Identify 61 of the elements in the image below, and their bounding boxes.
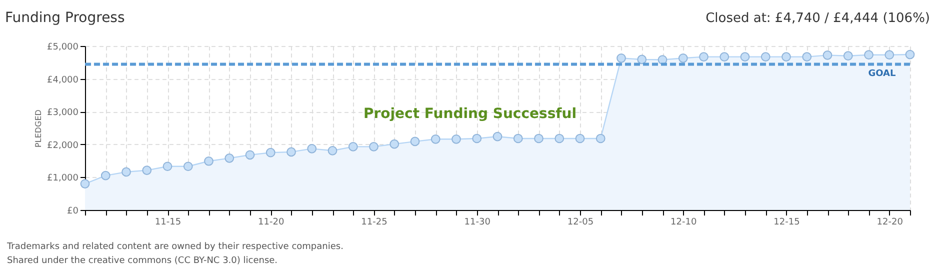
point — [637, 54, 647, 64]
x-tick-label: 12-10 — [670, 218, 697, 228]
point — [266, 148, 276, 158]
y-tick-label: £2,000 — [47, 140, 79, 151]
point — [410, 136, 420, 146]
point — [245, 150, 255, 160]
point — [224, 154, 234, 163]
point — [492, 132, 502, 142]
point — [286, 147, 296, 157]
point — [802, 52, 812, 62]
point — [843, 51, 853, 61]
y-tick-label: £0 — [67, 206, 79, 216]
point — [554, 134, 564, 144]
point — [348, 142, 358, 152]
point — [100, 170, 110, 180]
point — [513, 134, 523, 144]
point — [122, 167, 131, 177]
annotation: Project Funding Successful — [363, 106, 577, 122]
point — [162, 162, 172, 172]
point — [80, 179, 90, 188]
point — [740, 52, 750, 62]
point — [905, 50, 915, 60]
point — [369, 142, 378, 152]
point — [142, 166, 152, 175]
point — [596, 134, 606, 144]
x-tick-label: 11-15 — [154, 218, 182, 228]
x-tick-label: 11-30 — [464, 218, 491, 228]
point — [534, 134, 544, 144]
point — [864, 50, 874, 60]
point — [616, 53, 626, 63]
chart-title: Funding Progress — [5, 10, 125, 26]
x-tick-label: 11-20 — [258, 218, 284, 228]
point — [452, 134, 461, 144]
x-tick-label: 12-20 — [876, 218, 904, 228]
text: Shared under the creative commons (CC BY-NC 3.0) license. — [7, 256, 278, 266]
y-axis-title: PLEDGED — [34, 110, 44, 148]
point — [472, 134, 482, 144]
point — [822, 50, 832, 60]
point — [430, 134, 440, 144]
point — [699, 52, 708, 62]
point — [720, 52, 730, 62]
x-tick-label: 12-05 — [567, 218, 594, 228]
point — [760, 52, 770, 62]
point — [884, 50, 894, 60]
x-tick-label: 11-25 — [361, 218, 388, 228]
y-tick-label: £3,000 — [47, 108, 79, 118]
point — [390, 139, 400, 149]
y-tick-label: £4,000 — [47, 75, 79, 86]
point — [307, 144, 317, 154]
point — [328, 146, 338, 156]
text: Closed at: £4,740 / £4,444 (106%) — [706, 11, 930, 26]
y-tick-label: £5,000 — [47, 42, 79, 52]
y-tick-label: £1,000 — [47, 174, 79, 184]
point — [782, 52, 791, 62]
ref-line-label: GOAL — [868, 69, 896, 80]
text: Trademarks and related content are owned by their respective companies. — [6, 242, 344, 252]
point — [183, 162, 193, 172]
point — [204, 156, 214, 166]
point — [575, 134, 585, 144]
x-tick-label: 12-15 — [774, 218, 800, 228]
point — [678, 53, 688, 63]
